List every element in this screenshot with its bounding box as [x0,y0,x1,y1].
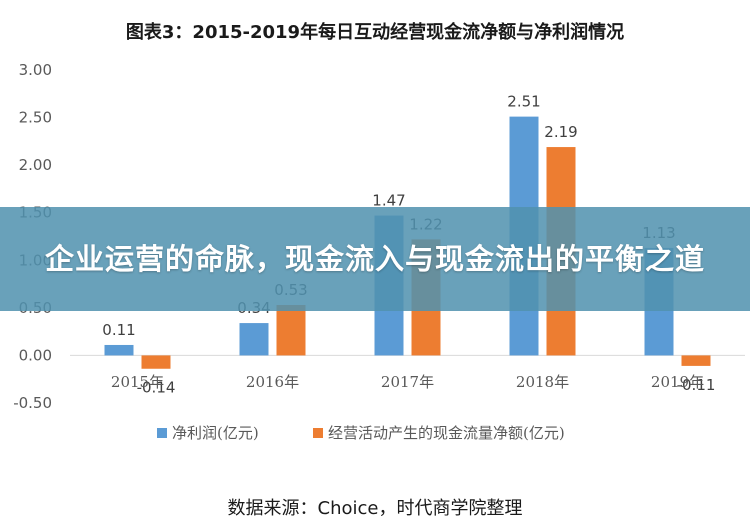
x-tick-label: 2017年 [381,373,434,391]
x-axis: 2015年 2016年 2017年 2018年 2019年 [111,373,704,391]
data-label: 2.19 [544,123,577,141]
bar [681,355,711,366]
legend-swatch [157,428,167,438]
data-label: -0.14 [137,379,176,397]
y-tick-label: 0.00 [19,346,52,364]
data-label: 1.47 [372,192,405,210]
legend: 净利润(亿元) 经营活动产生的现金流量净额(亿元) [157,424,565,442]
x-tick-label: 2018年 [516,373,569,391]
chart-title: 图表3：2015-2019年每日互动经营现金流净额与净利润情况 [125,22,625,43]
bar [104,344,134,356]
bar [239,323,269,356]
y-tick-label: 2.00 [19,156,52,174]
bar [141,355,171,369]
legend-label: 净利润(亿元) [172,424,259,442]
data-source-note: 数据来源：Choice，时代商学院整理 [227,498,523,519]
y-tick-label: -0.50 [13,394,52,412]
data-label: 2.51 [507,93,540,111]
x-tick-label: 2015年 [111,373,164,391]
x-tick-label: 2019年 [651,373,704,391]
x-tick-label: 2016年 [246,373,299,391]
data-label: -0.11 [677,376,716,394]
bar [276,305,306,356]
banner-text: 企业运营的命脉，现金流入与现金流出的平衡之道 [45,241,706,276]
y-tick-label: 2.50 [19,109,52,127]
legend-label: 经营活动产生的现金流量净额(亿元) [328,424,565,442]
legend-swatch [313,428,323,438]
overlay-banner: 企业运营的命脉，现金流入与现金流出的平衡之道 [0,207,750,311]
data-label: 0.11 [102,321,135,339]
y-tick-label: 3.00 [19,61,52,79]
